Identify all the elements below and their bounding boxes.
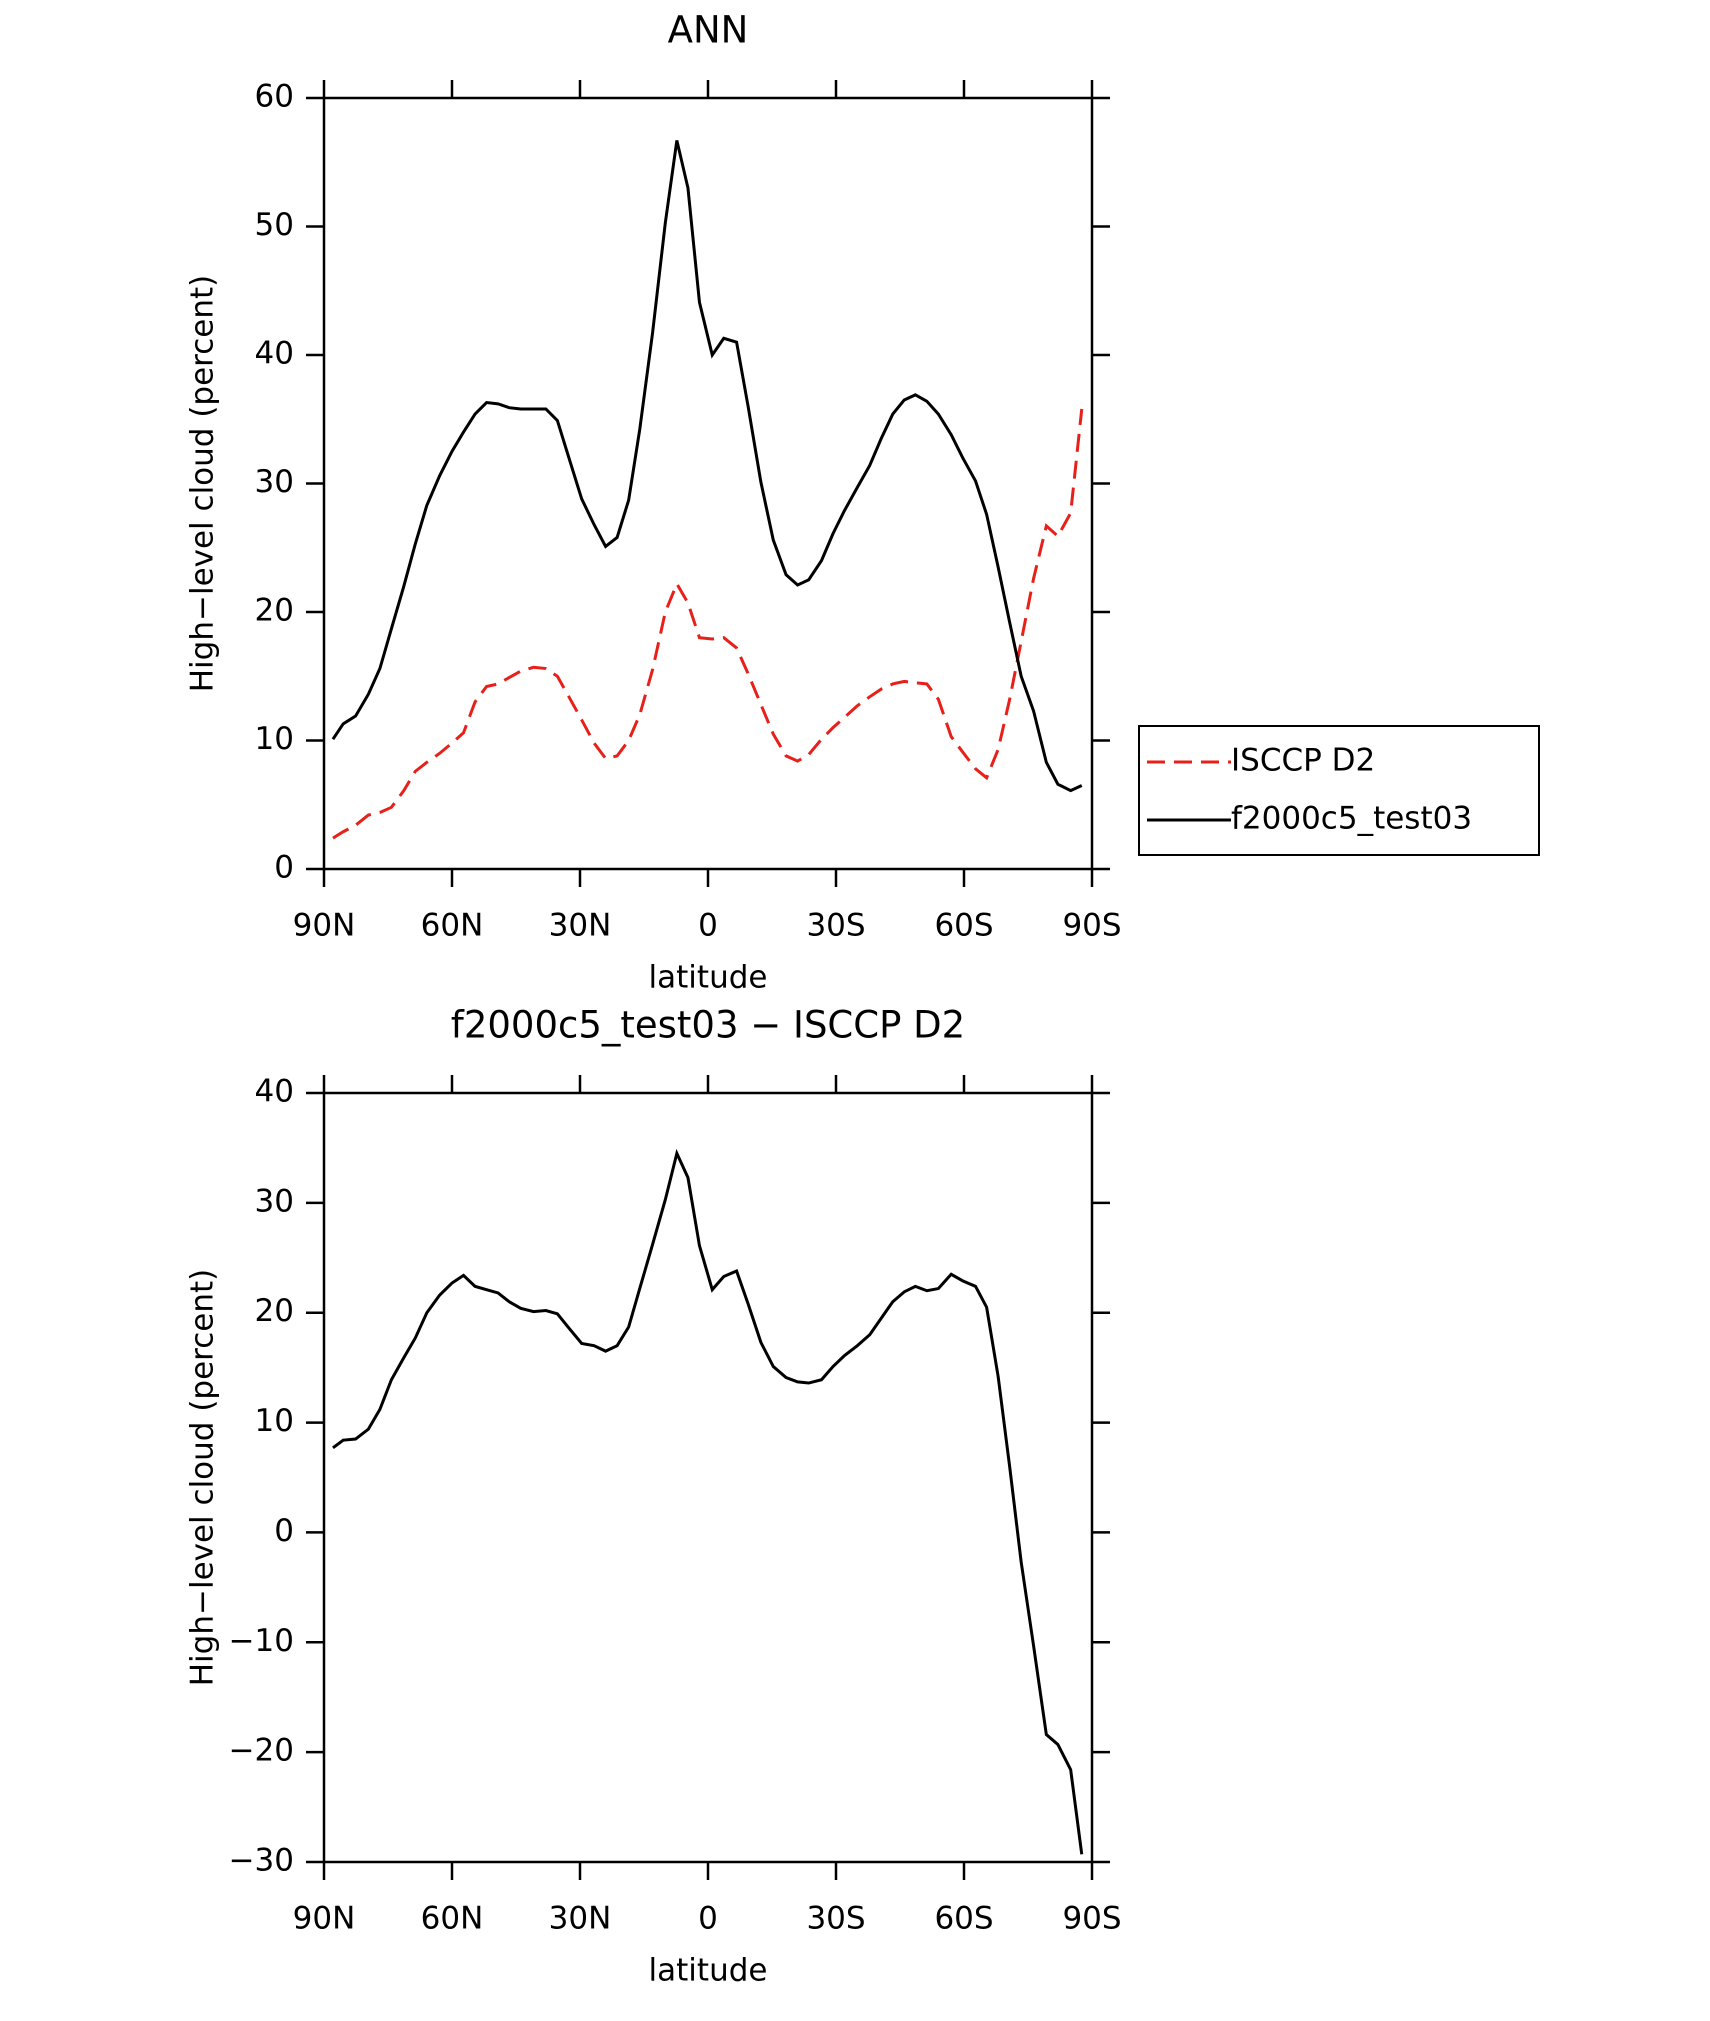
x-tick-label: 90N [293, 908, 356, 944]
x-tick-label: 30S [806, 908, 865, 944]
y-axis-label: High−level cloud (percent) [185, 275, 221, 693]
y-tick-label: 20 [255, 593, 294, 629]
y-tick-label: 10 [255, 1403, 294, 1439]
x-tick-label: 30S [806, 1901, 865, 1937]
x-axis-label: latitude [649, 960, 768, 996]
plot-frame [322, 1091, 1094, 1864]
legend-label: ISCCP D2 [1231, 743, 1375, 779]
y-tick-label: −10 [229, 1623, 294, 1659]
x-tick-label: 30N [549, 908, 612, 944]
y-tick-label: 30 [255, 464, 294, 500]
y-tick-label: 0 [274, 1513, 294, 1549]
chart-title: ANN [668, 9, 749, 52]
y-tick-label: 60 [255, 79, 294, 115]
x-tick-label: 30N [549, 1901, 612, 1937]
x-tick-label: 90S [1062, 908, 1121, 944]
y-tick-label: 40 [255, 1074, 294, 1110]
x-axis-label: latitude [649, 1953, 768, 1989]
data-line [332, 408, 1084, 840]
x-tick-label: 90S [1062, 1901, 1121, 1937]
x-tick-label: 60S [934, 908, 993, 944]
y-tick-label: 40 [255, 336, 294, 372]
y-tick-label: 0 [274, 850, 294, 886]
y-tick-label: 50 [255, 207, 294, 243]
x-tick-label: 60S [934, 1901, 993, 1937]
y-axis-label: High−level cloud (percent) [185, 1269, 221, 1687]
chart-title: f2000c5_test03 − ISCCP D2 [451, 1004, 965, 1047]
data-line [331, 140, 1083, 793]
x-tick-label: 90N [293, 1901, 356, 1937]
data-line [332, 1148, 1084, 1855]
x-tick-label: 60N [421, 908, 484, 944]
y-tick-label: 10 [255, 721, 294, 757]
y-tick-label: 20 [255, 1293, 294, 1329]
x-tick-label: 0 [698, 1901, 718, 1937]
x-tick-label: 0 [698, 908, 718, 944]
legend-label: f2000c5_test03 [1231, 801, 1472, 837]
legend-box [1138, 725, 1540, 856]
y-tick-label: −30 [229, 1843, 294, 1879]
y-tick-label: 30 [255, 1183, 294, 1219]
y-tick-label: −20 [229, 1733, 294, 1769]
x-tick-label: 60N [421, 1901, 484, 1937]
